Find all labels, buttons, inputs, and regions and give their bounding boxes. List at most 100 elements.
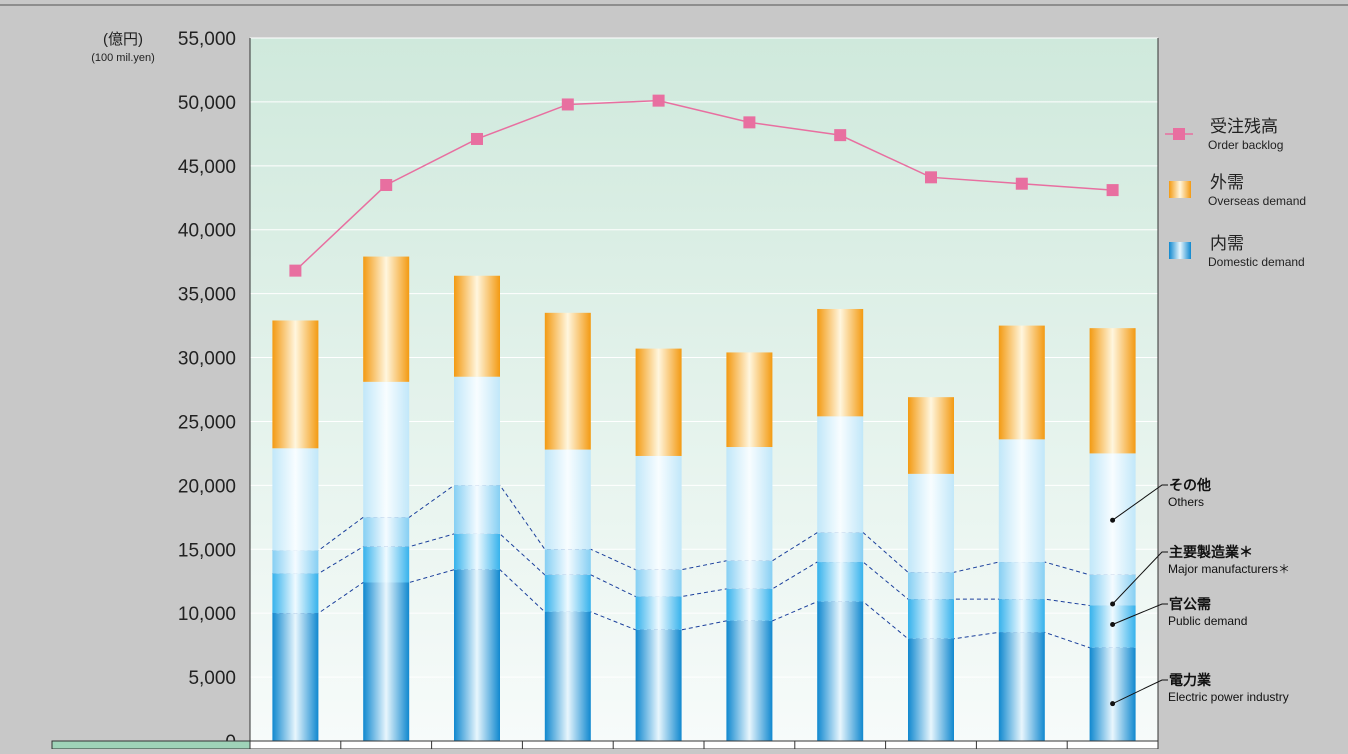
annotation-leader (1112, 551, 1168, 605)
annotation-dot (1110, 621, 1116, 627)
bar-segment (544, 549, 591, 575)
bar-segment (272, 320, 319, 449)
legend-label: 外需 (1210, 173, 1244, 192)
bar-segment (998, 325, 1045, 440)
bar-segment (635, 455, 682, 570)
bar-segment (998, 632, 1045, 741)
legend-bar-swatch (1169, 242, 1191, 259)
bar-segment (998, 439, 1045, 563)
bar-segment (272, 573, 319, 614)
annotation-dot (1110, 517, 1116, 523)
annotation-label-en: Public demand (1168, 614, 1247, 628)
bar-segment (726, 560, 773, 589)
bar-segment (272, 448, 319, 551)
footer-header-cell (51, 740, 251, 750)
segment-connector-line (272, 484, 1136, 576)
bar-segment (363, 256, 410, 382)
bar-segment (998, 562, 1045, 600)
backlog-point (471, 132, 483, 145)
annotation-label: その他 (1169, 477, 1211, 493)
ytick-label: 45,000 (178, 157, 236, 178)
bar-segment (1089, 453, 1136, 575)
annotation-leader (1112, 679, 1168, 705)
bar-segment (635, 348, 682, 456)
bar-segment (817, 532, 864, 563)
bar-segment (908, 572, 954, 600)
legend-label: 受注残高 (1210, 117, 1278, 136)
annotation-label-en: Others (1168, 495, 1204, 509)
backlog-point (743, 116, 756, 129)
bar-segment (635, 596, 682, 630)
bar-segment (1089, 574, 1136, 606)
legend-bar-swatch (1169, 181, 1191, 198)
backlog-point (1015, 177, 1028, 190)
bar-segment (363, 582, 410, 741)
ytick-label: 35,000 (178, 285, 236, 306)
bar-segment (998, 599, 1045, 633)
bar-segment (454, 569, 500, 741)
backlog-point (834, 129, 847, 142)
bar-segment (908, 638, 954, 741)
ytick-label: 25,000 (178, 412, 236, 433)
bar-segment (817, 562, 864, 602)
bar-segment (726, 352, 773, 448)
annotation-leader (1112, 484, 1168, 521)
legend-panel (1158, 38, 1348, 743)
bar-segment (1089, 328, 1136, 454)
bar-segment (272, 550, 319, 574)
bar-segment (908, 397, 954, 474)
ytick-label: 20,000 (178, 476, 236, 497)
ytick-label: 55,000 (178, 29, 236, 50)
bar-segment (817, 308, 864, 417)
bar-segment (363, 381, 410, 518)
ytick-label: 15,000 (178, 540, 236, 561)
unit-sublabel: (100 mil.yen) (91, 52, 155, 64)
bar-segment (544, 312, 591, 450)
bar-segment (454, 533, 500, 570)
bar-segment (454, 376, 500, 486)
bar-segment (817, 416, 864, 533)
bar-segment (726, 447, 773, 561)
annotation-label: 電力業 (1169, 672, 1212, 688)
bar-segment (544, 574, 591, 612)
ytick-label: 30,000 (178, 349, 236, 370)
bar-segment (726, 588, 773, 621)
annotation-leader (1112, 603, 1168, 625)
annotation-label: 官公需 (1169, 596, 1211, 612)
bar-segment (544, 449, 591, 550)
annotation-dot (1110, 701, 1116, 707)
legend-label: 内需 (1210, 234, 1244, 253)
ytick-label: 5,000 (188, 668, 236, 689)
bar-segment (544, 611, 591, 741)
backlog-point (925, 171, 937, 184)
segment-connector-line (272, 569, 1136, 649)
legend-label-en: Domestic demand (1208, 255, 1305, 269)
ytick-label: 40,000 (178, 221, 236, 242)
bar-segment (272, 613, 319, 741)
backlog-point (561, 98, 574, 111)
legend-label-en: Overseas demand (1208, 194, 1306, 208)
bar-segment (1089, 647, 1136, 741)
bar-segment (908, 599, 954, 639)
segment-connector-line (272, 533, 1136, 607)
bar-segment (817, 601, 864, 741)
unit-label: (億円) (103, 31, 143, 48)
bar-segment (635, 629, 682, 741)
bar-segment (908, 473, 954, 573)
ytick-label: 50,000 (178, 93, 236, 114)
bar-segment (635, 569, 682, 597)
annotation-label: 主要製造業＊ (1169, 544, 1253, 560)
bar-segment (454, 485, 500, 534)
annotation-label-en: Electric power industry (1168, 690, 1289, 704)
bar-segment (363, 517, 410, 547)
backlog-point (652, 94, 665, 107)
backlog-point (1106, 184, 1119, 197)
legend-line-marker (1173, 128, 1185, 140)
backlog-line (294, 99, 1113, 272)
bar-segment (363, 546, 410, 583)
annotation-dot (1110, 601, 1116, 607)
legend-label-en: Order backlog (1208, 138, 1283, 152)
backlog-point (380, 178, 393, 191)
